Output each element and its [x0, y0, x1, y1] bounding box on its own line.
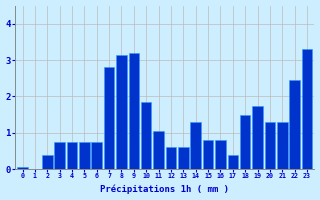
- Bar: [42, 155, 52, 169]
- Bar: [166, 147, 176, 169]
- Bar: [67, 142, 77, 169]
- Bar: [178, 147, 188, 169]
- Bar: [203, 140, 213, 169]
- Bar: [104, 67, 114, 169]
- Bar: [129, 53, 139, 169]
- Bar: [265, 122, 275, 169]
- Bar: [252, 106, 263, 169]
- Bar: [289, 80, 300, 169]
- Bar: [153, 131, 164, 169]
- Bar: [302, 49, 312, 169]
- Bar: [116, 55, 127, 169]
- Bar: [240, 115, 251, 169]
- Bar: [79, 142, 90, 169]
- Bar: [215, 140, 226, 169]
- Bar: [141, 102, 151, 169]
- X-axis label: Précipitations 1h ( mm ): Précipitations 1h ( mm ): [100, 185, 229, 194]
- Bar: [54, 142, 65, 169]
- Bar: [17, 167, 28, 169]
- Bar: [190, 122, 201, 169]
- Bar: [92, 142, 102, 169]
- Bar: [277, 122, 288, 169]
- Bar: [228, 155, 238, 169]
